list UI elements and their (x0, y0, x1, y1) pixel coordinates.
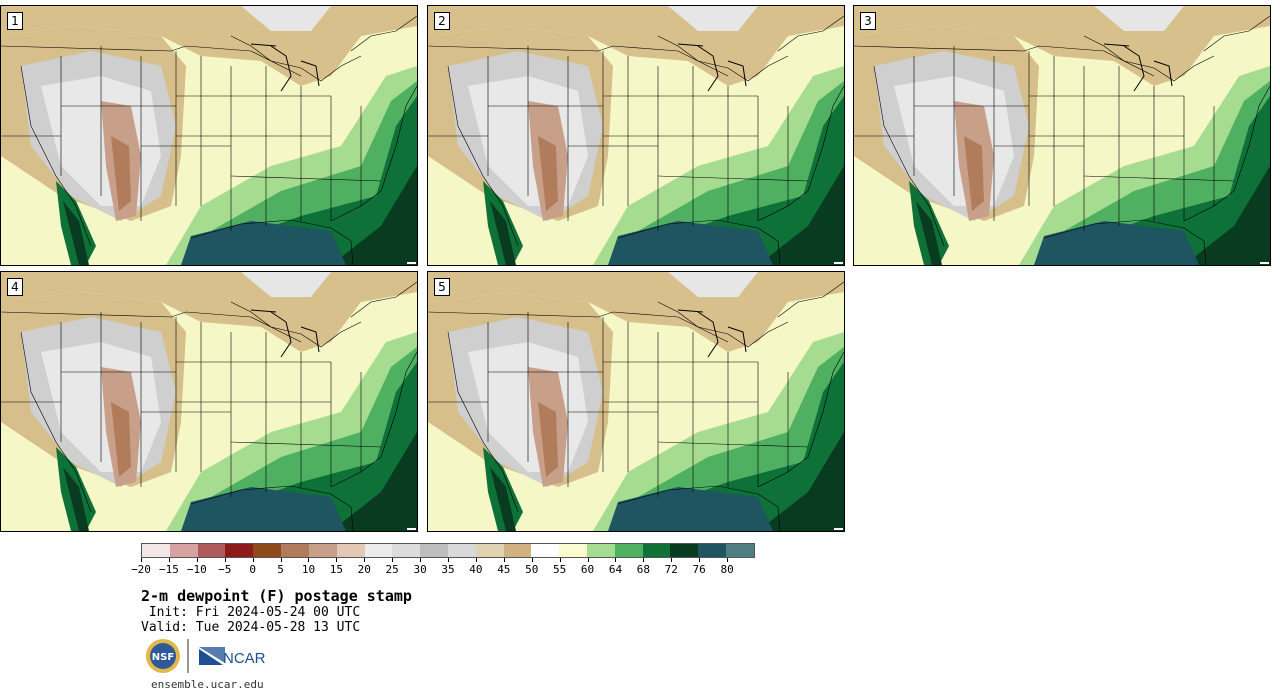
colorbar-tick-label: 80 (720, 563, 734, 576)
colorbar-tick (503, 558, 505, 562)
dewpoint-map (1, 272, 417, 531)
colorbar-tick (420, 558, 422, 562)
colorbar-tick (392, 558, 394, 562)
panel-number: 2 (434, 12, 450, 30)
map-panel-1[interactable]: 1 (0, 5, 418, 266)
colorbar-tick (168, 558, 170, 562)
colorbar-tick-label: −15 (158, 563, 179, 576)
colorbar-swatch (698, 544, 727, 557)
colorbar-swatch (308, 544, 337, 557)
colorbar-tick (280, 558, 282, 562)
colorbar-tick-label: 40 (469, 563, 483, 576)
nsf-logo-icon: NSF (146, 639, 180, 673)
colorbar-tick (531, 558, 533, 562)
init-time: Init: Fri 2024-05-24 00 UTC (141, 605, 361, 620)
logos: NSF NCAR (146, 639, 266, 673)
map-panel-4[interactable]: 4 (0, 271, 418, 532)
map-panel-2[interactable]: 2 (427, 5, 845, 266)
colorbar-swatch (420, 544, 448, 557)
colorbar-tick (448, 558, 449, 562)
colorbar-tick (141, 558, 142, 562)
colorbar-tick (727, 558, 729, 562)
colorbar-swatch (142, 544, 170, 557)
colorbar-tick (587, 558, 589, 562)
website-link[interactable]: ensemble.ucar.edu (151, 678, 264, 691)
corner-mark (407, 262, 416, 264)
colorbar-swatch (281, 544, 309, 557)
ncar-logo-icon: NCAR (199, 647, 266, 667)
dewpoint-map (854, 6, 1270, 265)
colorbar-tick (308, 558, 310, 562)
colorbar-tick-label: 30 (413, 563, 427, 576)
colorbar-tick (615, 558, 617, 562)
colorbar-swatch (642, 544, 671, 557)
dewpoint-map (1, 6, 417, 265)
map-panel-3[interactable]: 3 (853, 5, 1271, 266)
colorbar-swatch (614, 544, 643, 557)
colorbar-tick-label: 64 (608, 563, 623, 576)
panel-number: 3 (860, 12, 876, 30)
map-panel-5[interactable]: 5 (427, 271, 845, 532)
colorbar-swatch (169, 544, 198, 557)
dewpoint-colorbar (141, 543, 755, 558)
corner-mark (407, 528, 416, 530)
colorbar-swatch (197, 544, 226, 557)
panel-number: 1 (7, 12, 23, 30)
colorbar-tick (699, 558, 701, 562)
colorbar-swatch (531, 544, 560, 557)
colorbar-tick-label: −10 (186, 563, 207, 576)
colorbar-tick-label: 20 (357, 563, 371, 576)
colorbar-swatch (225, 544, 254, 557)
dewpoint-map (428, 272, 844, 531)
page-title: 2-m dewpoint (F) postage stamp (141, 587, 412, 605)
colorbar-swatch (336, 544, 365, 557)
colorbar-tick-label: 15 (329, 563, 343, 576)
colorbar-tick-label: 68 (636, 563, 650, 576)
colorbar-tick-label: −20 (131, 563, 151, 576)
colorbar-swatch (447, 544, 476, 557)
colorbar-tick-label: 55 (553, 563, 567, 576)
colorbar-tick-label: 0 (249, 563, 256, 576)
colorbar-tick-label: 10 (301, 563, 316, 576)
corner-mark (834, 262, 843, 264)
colorbar-tick (252, 558, 254, 562)
colorbar-swatch (587, 544, 615, 557)
colorbar-swatch (670, 544, 699, 557)
colorbar-swatch (475, 544, 504, 557)
colorbar-tick-label: 25 (385, 563, 399, 576)
valid-time: Valid: Tue 2024-05-28 13 UTC (141, 620, 361, 635)
colorbar-swatch (392, 544, 421, 557)
colorbar-swatch (503, 544, 532, 557)
colorbar-tick-label: 76 (692, 563, 706, 576)
colorbar-swatch (726, 544, 754, 557)
nsf-text: NSF (152, 652, 174, 663)
colorbar-tick-label: −5 (218, 563, 232, 576)
colorbar-tick-label: 35 (441, 563, 455, 576)
colorbar-tick (671, 558, 673, 562)
colorbar-tick (224, 558, 226, 562)
corner-mark (834, 528, 843, 530)
dewpoint-map (428, 6, 844, 265)
colorbar-tick (196, 558, 198, 562)
colorbar-swatch (364, 544, 393, 557)
colorbar-tick (643, 558, 645, 562)
colorbar-tick (559, 558, 561, 562)
colorbar-tick (336, 558, 338, 562)
ncar-text: NCAR (223, 650, 266, 667)
colorbar-tick-label: 50 (525, 563, 539, 576)
colorbar-tick-label: 5 (277, 563, 284, 576)
panel-number: 5 (434, 278, 450, 296)
colorbar-swatch (253, 544, 282, 557)
colorbar-tick (475, 558, 477, 562)
colorbar-tick-label: 45 (497, 563, 511, 576)
colorbar-swatch (559, 544, 587, 557)
corner-mark (1260, 262, 1269, 264)
colorbar-tick (364, 558, 366, 562)
colorbar-ticks: −20 −15 −10 −5 0 5 10 15 20 25 30 35 40 45 50 55 60 64 68 7… (131, 558, 755, 578)
panel-number: 4 (7, 278, 23, 296)
colorbar-tick-label: 72 (664, 563, 678, 576)
colorbar-tick-label: 60 (580, 563, 595, 576)
